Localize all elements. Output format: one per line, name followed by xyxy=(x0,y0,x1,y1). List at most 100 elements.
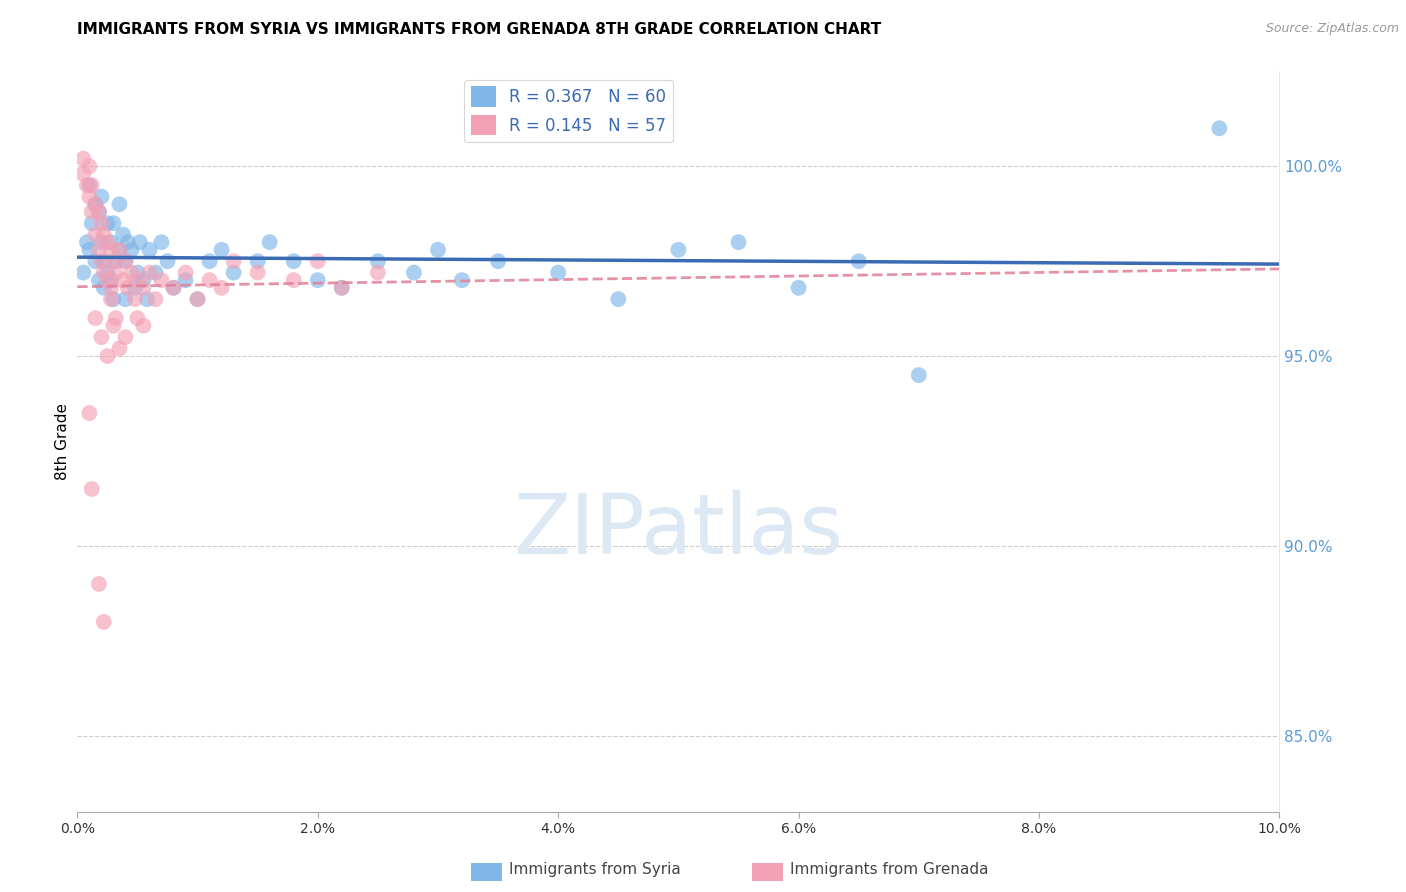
Point xyxy=(90,330,112,344)
Point xyxy=(100,243,122,257)
Point xyxy=(103,318,125,333)
Point xyxy=(79,243,101,257)
Point xyxy=(114,254,136,268)
Point xyxy=(124,281,146,295)
Point xyxy=(93,281,115,295)
Point xyxy=(307,273,329,287)
Point xyxy=(908,368,931,383)
Point xyxy=(84,197,107,211)
Point xyxy=(127,266,149,280)
Point xyxy=(114,292,136,306)
Point xyxy=(607,292,630,306)
Point xyxy=(104,266,127,280)
Point xyxy=(80,482,103,496)
Point xyxy=(100,281,122,295)
Point xyxy=(108,197,131,211)
Point xyxy=(72,266,94,280)
Point xyxy=(79,178,101,193)
Point xyxy=(80,178,103,193)
Point xyxy=(80,216,103,230)
Point xyxy=(93,254,115,268)
Point xyxy=(211,281,233,295)
Point xyxy=(246,254,269,268)
Point xyxy=(87,204,110,219)
Point xyxy=(76,178,98,193)
Point xyxy=(486,254,509,268)
Point xyxy=(79,159,101,173)
Point xyxy=(114,254,136,268)
Point xyxy=(124,292,146,306)
Point xyxy=(96,349,118,363)
Point xyxy=(90,189,112,203)
Point xyxy=(330,281,353,295)
Point xyxy=(93,615,115,629)
Point xyxy=(104,311,127,326)
Text: ZIPatlas: ZIPatlas xyxy=(513,490,844,571)
Point xyxy=(84,197,107,211)
Point xyxy=(84,254,107,268)
Point xyxy=(90,235,112,250)
Point xyxy=(1208,121,1230,136)
Point xyxy=(120,243,142,257)
Point xyxy=(787,281,810,295)
Point xyxy=(87,243,110,257)
Point xyxy=(117,281,139,295)
Point xyxy=(198,254,221,268)
Point xyxy=(72,167,94,181)
Point xyxy=(100,235,122,250)
Point xyxy=(259,235,281,250)
Point xyxy=(96,266,118,280)
Point xyxy=(128,235,150,250)
Point xyxy=(79,189,101,203)
Point xyxy=(138,266,160,280)
Point xyxy=(402,266,425,280)
Point xyxy=(84,227,107,242)
Point xyxy=(76,235,98,250)
Point xyxy=(145,266,167,280)
Point xyxy=(103,292,125,306)
Point xyxy=(174,266,197,280)
Text: Source: ZipAtlas.com: Source: ZipAtlas.com xyxy=(1265,22,1399,36)
Point xyxy=(283,254,305,268)
Point xyxy=(79,406,101,420)
Point xyxy=(127,311,149,326)
Text: IMMIGRANTS FROM SYRIA VS IMMIGRANTS FROM GRENADA 8TH GRADE CORRELATION CHART: IMMIGRANTS FROM SYRIA VS IMMIGRANTS FROM… xyxy=(77,22,882,37)
Point xyxy=(114,330,136,344)
Point xyxy=(111,227,134,242)
Point xyxy=(547,266,569,280)
Point xyxy=(367,254,389,268)
Point xyxy=(104,254,127,268)
Point xyxy=(427,243,450,257)
Point xyxy=(136,292,159,306)
Point xyxy=(87,577,110,591)
Point xyxy=(93,266,115,280)
Point xyxy=(187,292,209,306)
Point xyxy=(138,243,160,257)
Point xyxy=(87,204,110,219)
Legend: R = 0.367   N = 60, R = 0.145   N = 57: R = 0.367 N = 60, R = 0.145 N = 57 xyxy=(464,79,673,142)
Point xyxy=(103,216,125,230)
Point xyxy=(84,311,107,326)
Point xyxy=(72,152,94,166)
Point xyxy=(187,292,209,306)
Point xyxy=(848,254,870,268)
Point xyxy=(127,273,149,287)
Y-axis label: 8th Grade: 8th Grade xyxy=(55,403,70,480)
Point xyxy=(727,235,749,250)
Point xyxy=(451,273,474,287)
Point xyxy=(90,216,112,230)
Point xyxy=(103,254,125,268)
Point xyxy=(96,216,118,230)
Point xyxy=(100,292,122,306)
Point xyxy=(246,266,269,280)
Point xyxy=(120,266,142,280)
Point xyxy=(100,273,122,287)
Point xyxy=(80,204,103,219)
Point xyxy=(198,273,221,287)
Point xyxy=(174,273,197,287)
Point xyxy=(117,235,139,250)
Point xyxy=(108,342,131,356)
Point xyxy=(90,254,112,268)
Point xyxy=(132,318,155,333)
Point xyxy=(132,281,155,295)
